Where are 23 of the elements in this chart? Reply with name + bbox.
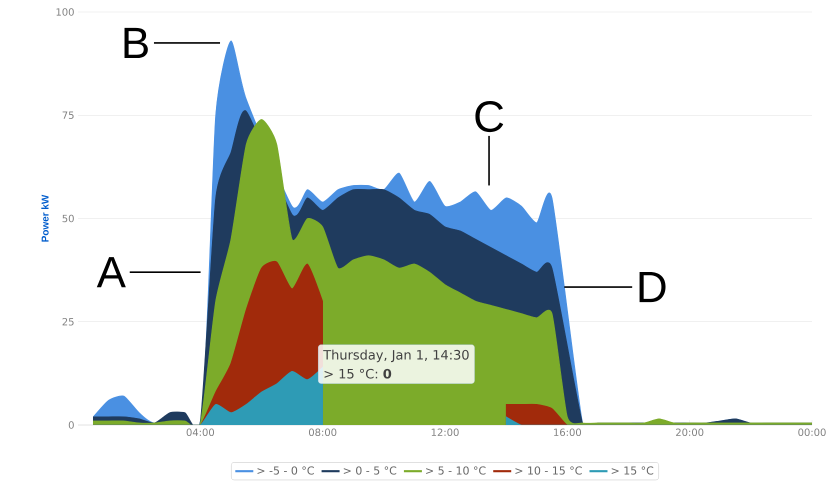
legend-label: > 10 - 15 °C	[515, 466, 582, 475]
annotation: Thursday, Jan 1, 14:30	[323, 350, 469, 362]
annotation: > 15 °C: 0	[324, 368, 392, 379]
legend-label: > 5 - 10 °C	[426, 466, 486, 475]
x-tick-label: 08:00	[308, 428, 336, 436]
annotation: B	[124, 28, 148, 58]
legend-label: > -5 - 0 °C	[258, 466, 314, 475]
annotation: D	[640, 272, 666, 302]
x-tick-label: 20:00	[676, 428, 704, 436]
annotation: C	[475, 101, 504, 132]
y-tick-label: 25	[62, 318, 74, 326]
y-axis-title: Power kW	[41, 194, 49, 242]
annotation: A	[96, 257, 126, 288]
x-tick-label: 00:00	[798, 428, 826, 436]
x-tick-label: 12:00	[432, 428, 459, 436]
y-tick-label: 75	[62, 112, 74, 119]
legend-label: > 0 - 5 °C	[344, 466, 396, 475]
x-tick-label: 16:00	[554, 428, 582, 436]
y-tick-label: 100	[56, 8, 74, 16]
y-tick-label: 50	[62, 214, 74, 222]
legend-label: > 15 °C	[612, 466, 654, 475]
y-tick-label: 0	[68, 421, 74, 429]
x-tick-label: 04:00	[186, 428, 214, 436]
